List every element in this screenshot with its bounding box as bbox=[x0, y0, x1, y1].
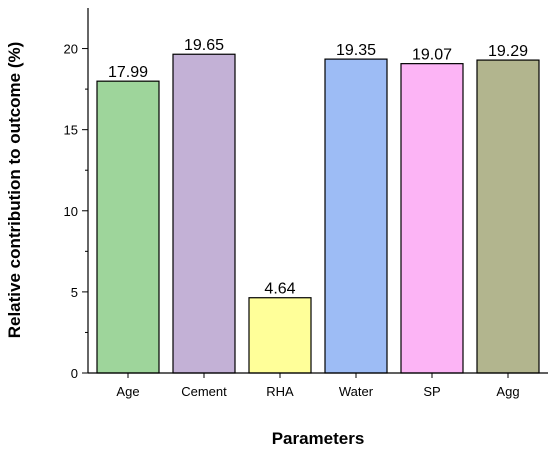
bar-rha bbox=[248, 297, 312, 374]
y-axis-title: Relative contribution to outcome (%) bbox=[5, 42, 24, 339]
y-tick-label-20: 20 bbox=[64, 42, 78, 57]
x-axis-title: Parameters bbox=[272, 429, 365, 448]
data-label-rha: 4.64 bbox=[264, 281, 295, 298]
bar-cement bbox=[172, 53, 236, 374]
x-tick-label-age: Age bbox=[116, 384, 139, 399]
x-ticks-layer: Age Cement RHA Water SP Agg bbox=[116, 373, 520, 399]
y-ticks-layer: 0 5 10 15 20 bbox=[64, 42, 88, 381]
y-tick-label-0: 0 bbox=[71, 366, 78, 381]
y-tick-label-5: 5 bbox=[71, 285, 78, 300]
y-tick-label-15: 15 bbox=[64, 123, 78, 138]
x-tick-label-cement: Cement bbox=[181, 384, 227, 399]
bar-agg bbox=[476, 59, 540, 374]
bars-layer bbox=[96, 53, 540, 374]
bar-sp bbox=[400, 63, 464, 374]
data-label-agg: 19.29 bbox=[488, 43, 528, 60]
bar-water bbox=[324, 58, 388, 374]
data-label-sp: 19.07 bbox=[412, 47, 452, 64]
y-tick-label-10: 10 bbox=[64, 204, 78, 219]
x-tick-label-water: Water bbox=[339, 384, 374, 399]
axes-layer bbox=[87, 8, 548, 374]
x-tick-label-sp: SP bbox=[423, 384, 440, 399]
bar-age bbox=[96, 80, 160, 374]
data-labels-layer: 17.99 19.65 4.64 19.35 19.07 19.29 bbox=[108, 37, 528, 297]
x-tick-label-agg: Agg bbox=[496, 384, 519, 399]
data-label-water: 19.35 bbox=[336, 42, 376, 59]
data-label-cement: 19.65 bbox=[184, 37, 224, 54]
data-label-age: 17.99 bbox=[108, 64, 148, 81]
x-tick-label-rha: RHA bbox=[266, 384, 294, 399]
